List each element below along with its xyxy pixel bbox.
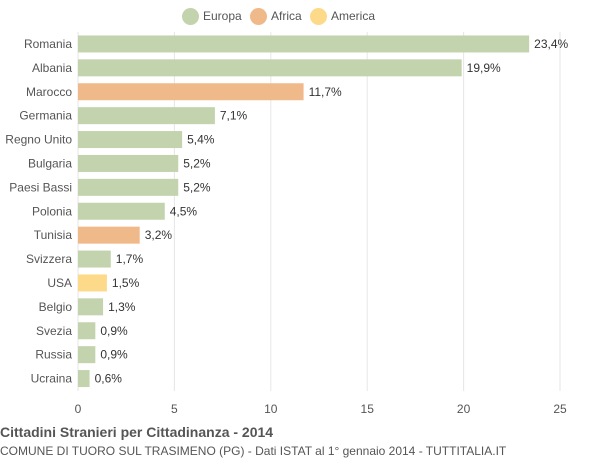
value-label-7: 4,5% [170,204,198,218]
value-label-11: 1,3% [108,300,136,314]
value-label-9: 1,7% [116,252,144,266]
value-label-3: 7,1% [220,109,248,123]
bar-8 [78,226,140,244]
bar-3 [78,107,215,125]
chart-legend: Europa Africa America [0,6,600,26]
x-tick-label-4: 20 [457,402,471,416]
chart-subtitle: COMUNE DI TUORO SUL TRASIMENO (PG) - Dat… [0,444,507,458]
legend-swatch-europa [182,7,199,25]
value-label-13: 0,9% [100,348,128,362]
bar-5 [78,154,179,172]
category-label-1: Albania [32,61,72,75]
category-label-12: Svezia [36,324,72,338]
category-label-11: Belgio [39,300,73,314]
bar-10 [78,274,107,292]
category-label-3: Germania [19,109,72,123]
legend-swatch-africa [250,7,267,25]
legend-item-america: America [310,6,375,26]
legend-item-europa: Europa [182,6,242,26]
category-label-14: Ucraina [31,372,73,386]
bar-0 [78,35,530,53]
x-tick-label-3: 15 [361,402,375,416]
value-label-0: 23,4% [534,37,568,51]
bar-4 [78,131,183,149]
bar-12 [78,322,96,340]
x-tick-label-5: 25 [553,402,567,416]
category-label-2: Marocco [26,85,72,99]
value-label-2: 11,7% [309,85,342,99]
category-label-5: Bulgaria [28,156,72,170]
bar-9 [78,250,111,268]
value-label-12: 0,9% [100,324,128,338]
bar-6 [78,178,179,196]
legend-item-africa: Africa [250,6,302,26]
x-tick-label-0: 0 [75,402,82,416]
value-label-4: 5,4% [187,133,215,147]
bar-1 [78,59,462,77]
value-label-1: 19,9% [467,61,501,75]
value-label-5: 5,2% [183,156,211,170]
legend-swatch-america [310,7,327,25]
legend-label-america: America [331,9,376,23]
bar-2 [78,83,304,101]
x-tick-label-1: 5 [171,402,178,416]
category-label-0: Romania [24,37,72,51]
category-label-9: Svizzera [26,252,72,266]
value-label-6: 5,2% [183,180,211,194]
legend-label-europa: Europa [203,9,242,23]
category-label-13: Russia [35,348,72,362]
bar-7 [78,202,165,220]
value-label-8: 3,2% [145,228,173,242]
legend-label-africa: Africa [271,9,302,23]
category-label-10: USA [47,276,72,290]
chart-title: Cittadini Stranieri per Cittadinanza - 2… [0,424,274,440]
category-label-4: Regno Unito [5,133,72,147]
x-tick-label-2: 10 [264,402,278,416]
value-label-14: 0,6% [95,372,123,386]
bar-13 [78,346,96,364]
bar-11 [78,298,104,316]
category-label-7: Polonia [32,204,72,218]
category-label-8: Tunisia [34,228,73,242]
bar-14 [78,370,90,388]
value-label-10: 1,5% [112,276,140,290]
category-label-6: Paesi Bassi [9,180,72,194]
